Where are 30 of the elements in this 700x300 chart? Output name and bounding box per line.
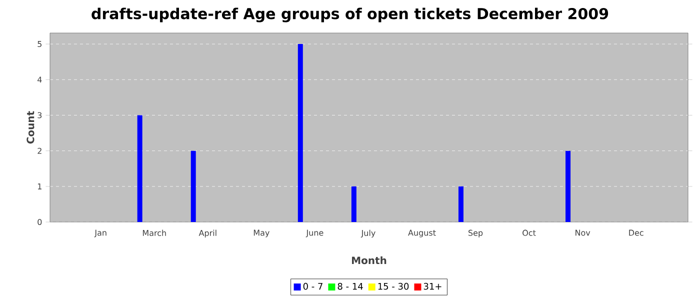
bar [298,44,303,222]
x-tick-label: June [306,230,324,238]
bar [351,186,356,222]
bar [137,115,142,222]
x-tick-label: Sep [468,230,483,238]
x-tick-label: August [408,230,436,238]
y-tick-label: 5 [38,41,42,48]
x-tick-label: May [254,230,270,238]
bar [190,150,196,222]
x-axis-title: Month [352,256,386,264]
x-tick-label: Jan [94,230,106,238]
bar [458,186,464,222]
x-tick-label: March [142,230,166,236]
y-tick-label: 2 [38,148,42,154]
y-tick-label: 4 [38,76,42,83]
y-axis-title: Count [26,111,34,144]
x-tick-label: Oct [522,230,536,236]
legend-label: 31+ [424,282,442,290]
x-tick-label: April [198,230,216,238]
chart-title: drafts-update-ref Age groups of open tickets December 2009 [92,8,608,22]
x-tick-label: Dec [629,230,644,236]
legend-label: 0 - 7 [303,282,322,290]
bar [566,150,571,222]
y-tick-label: 1 [38,183,42,190]
legend-label: 8 - 14 [338,282,363,290]
y-tick-label: 0 [38,218,42,226]
legend-label: 15 - 30 [378,282,409,290]
x-tick-label: July [360,230,376,238]
y-tick-label: 3 [38,112,42,118]
x-tick-label: Nov [576,230,590,236]
